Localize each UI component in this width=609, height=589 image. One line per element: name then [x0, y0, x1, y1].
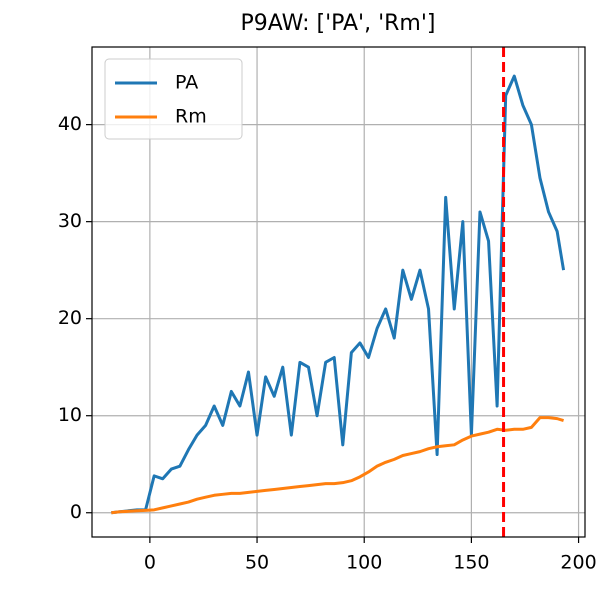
x-tick-label: 50: [245, 552, 269, 574]
plot-frame: [91, 46, 586, 538]
y-tick-label: 30: [58, 210, 82, 232]
x-tick-label: 150: [453, 552, 489, 574]
legend-label: Rm: [175, 106, 207, 128]
legend-label: PA: [175, 72, 198, 94]
line: [111, 74, 566, 515]
x-tick-label: 200: [560, 552, 596, 574]
line: [111, 416, 564, 515]
y-tick-label: 10: [58, 404, 82, 426]
x-tick-label: 0: [144, 552, 156, 574]
y-tick-label: 20: [58, 307, 82, 329]
chart-title: P9AW: ['PA', 'Rm']: [241, 11, 436, 36]
y-tick-label: 40: [58, 113, 82, 135]
y-tick-label: 0: [70, 501, 82, 523]
legend-box: [104, 58, 243, 140]
x-tick-label: 100: [346, 552, 382, 574]
